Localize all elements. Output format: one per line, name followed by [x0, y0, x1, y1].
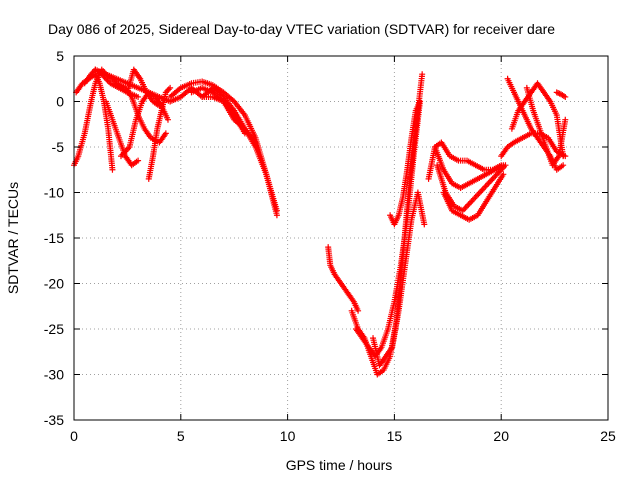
- x-tick-label: 25: [600, 428, 616, 444]
- y-tick-label: -10: [44, 185, 64, 201]
- x-axis-label: GPS time / hours: [286, 457, 393, 473]
- data-point-marker: [135, 93, 142, 100]
- series-arc-18: [387, 98, 424, 228]
- x-tick-label: 20: [493, 428, 509, 444]
- grid-lines: [74, 56, 608, 420]
- data-point-marker: [355, 307, 362, 314]
- series-arc-22: [440, 171, 507, 223]
- y-tick-label: -25: [44, 321, 64, 337]
- y-tick-label: 0: [56, 94, 64, 110]
- series-arc-27: [553, 89, 569, 100]
- series-arc-17: [370, 189, 428, 369]
- data-point-marker: [562, 93, 569, 100]
- series-arc-13: [199, 84, 280, 214]
- y-axis-label: SDTVAR / TECUs: [5, 182, 21, 294]
- y-tick-label: 5: [56, 48, 64, 64]
- data-series: [71, 66, 569, 378]
- y-tick-label: -15: [44, 230, 64, 246]
- series-arc-9: [124, 66, 163, 110]
- series-arc-2: [73, 71, 116, 173]
- data-point-marker: [421, 221, 428, 228]
- series-arc-26: [523, 84, 569, 169]
- data-point-marker: [135, 157, 142, 164]
- series-arc-20: [431, 144, 507, 191]
- data-point-marker: [417, 98, 424, 105]
- data-point-marker: [109, 166, 116, 173]
- x-tick-label: 0: [70, 428, 78, 444]
- y-tick-label: -30: [44, 367, 64, 383]
- y-tick-label: -20: [44, 276, 64, 292]
- x-tick-label: 15: [387, 428, 403, 444]
- data-point-marker: [167, 84, 174, 91]
- series-arc-5: [103, 98, 142, 169]
- chart-title: Day 086 of 2025, Sidereal Day-to-day VTE…: [48, 21, 555, 37]
- series-arc-14: [325, 244, 362, 314]
- data-point-marker: [273, 207, 280, 214]
- data-point-marker: [562, 116, 569, 123]
- data-point-marker: [162, 130, 169, 137]
- x-tick-label: 10: [280, 428, 296, 444]
- data-point-marker: [560, 162, 567, 169]
- series-arc-21: [434, 162, 509, 214]
- y-tick-label: -35: [44, 412, 64, 428]
- data-point-marker: [419, 71, 426, 78]
- data-point-marker: [156, 103, 163, 110]
- data-point-marker: [164, 116, 171, 123]
- series-arc-8: [145, 84, 174, 182]
- data-point-marker: [500, 171, 507, 178]
- axis-ticks: 0 5 10 15 20 25 -35 -30 -25 -20 -15 -10 -5 0 5: [44, 48, 616, 444]
- data-point-marker: [502, 162, 509, 169]
- x-tick-label: 5: [177, 428, 185, 444]
- y-tick-label: -5: [52, 139, 65, 155]
